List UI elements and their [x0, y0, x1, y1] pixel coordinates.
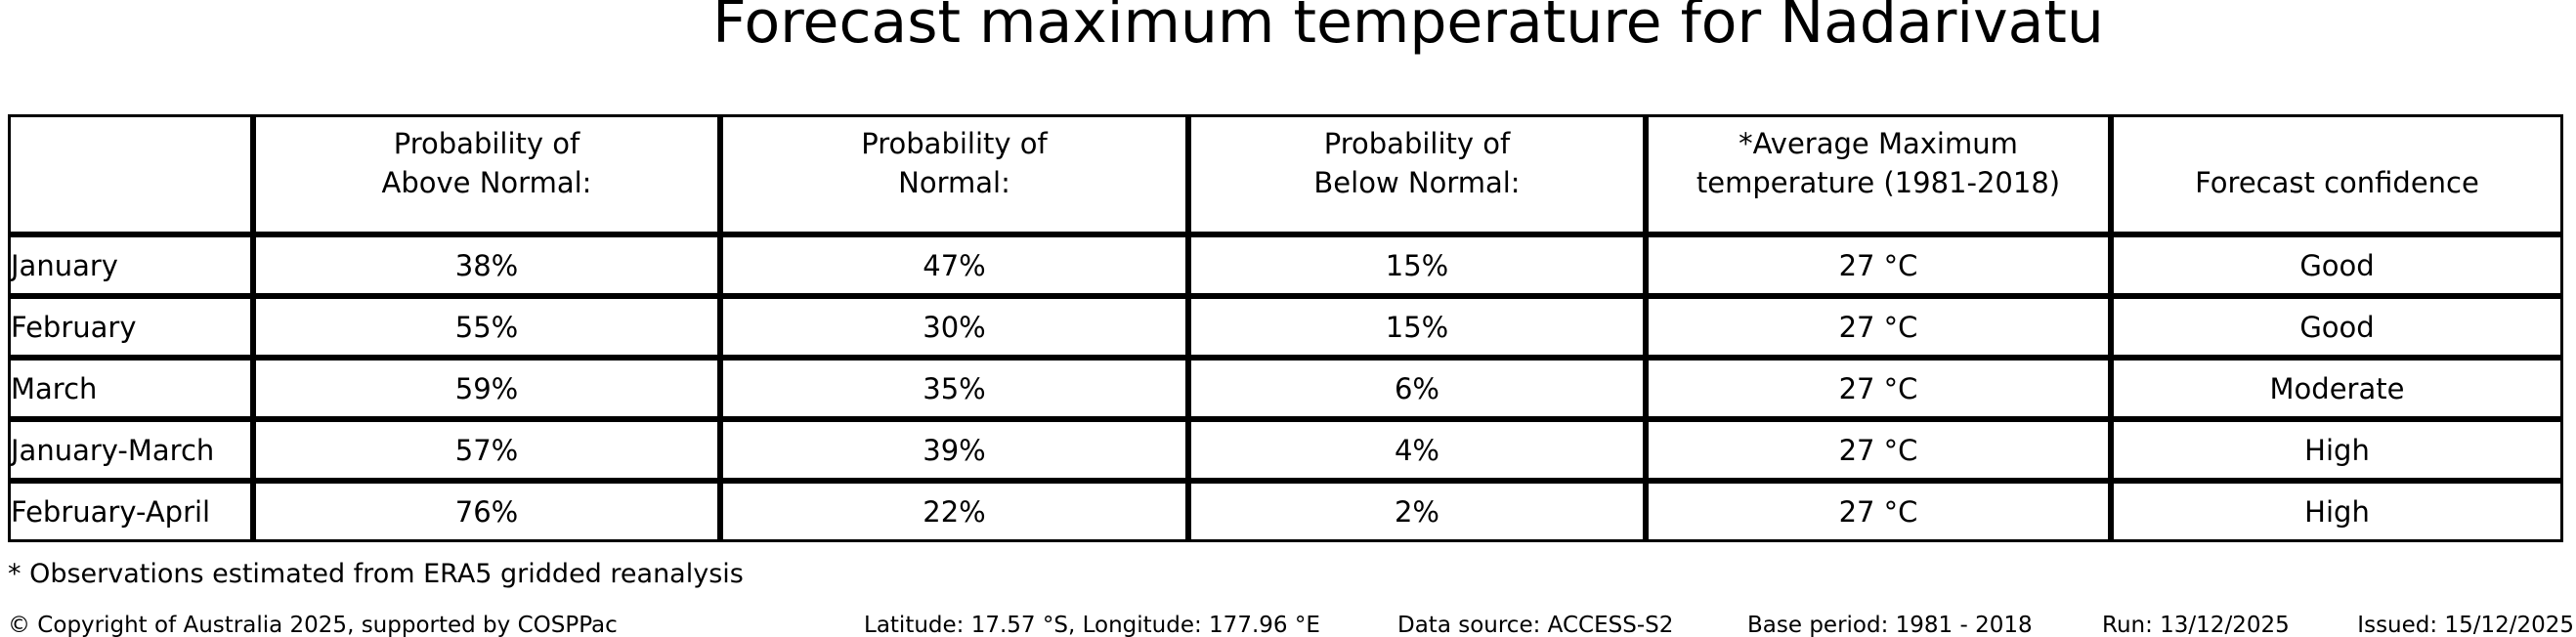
- cell-normal: 39%: [720, 419, 1188, 481]
- base-period-text: Base period: 1981 - 2018: [1747, 613, 2033, 637]
- cell-confidence: Moderate: [2111, 358, 2563, 419]
- row-label: February: [8, 296, 253, 358]
- cell-below-normal: 4%: [1188, 419, 1646, 481]
- cell-normal: 30%: [720, 296, 1188, 358]
- cell-average-temperature: 27 °C: [1646, 296, 2111, 358]
- col-header-label: Forecast confidence: [2195, 166, 2479, 199]
- cell-average-temperature: 27 °C: [1646, 419, 2111, 481]
- cell-confidence: High: [2111, 419, 2563, 481]
- cell-above-normal: 57%: [253, 419, 720, 481]
- header-row: Probability of Above Normal: Probability…: [8, 114, 2563, 234]
- footnote: * Observations estimated from ERA5 gridd…: [8, 559, 744, 589]
- col-header-label: Probability of Normal:: [861, 127, 1048, 199]
- col-header-below-normal: Probability of Below Normal:: [1188, 114, 1646, 234]
- row-label: January-March: [8, 419, 253, 481]
- col-header-label: Probability of Below Normal:: [1313, 127, 1521, 199]
- cell-normal: 22%: [720, 481, 1188, 542]
- cell-normal: 47%: [720, 234, 1188, 296]
- location-text: Latitude: 17.57 °S, Longitude: 177.96 °E: [864, 613, 1320, 637]
- cell-below-normal: 15%: [1188, 234, 1646, 296]
- cell-confidence: Good: [2111, 234, 2563, 296]
- cell-above-normal: 38%: [253, 234, 720, 296]
- page-title: Forecast maximum temperature for Nadariv…: [712, 0, 2104, 57]
- corner-cell: [8, 114, 253, 234]
- cell-below-normal: 15%: [1188, 296, 1646, 358]
- col-header-normal: Probability of Normal:: [720, 114, 1188, 234]
- col-header-above-normal: Probability of Above Normal:: [253, 114, 720, 234]
- table-row-february-april: February-April 76% 22% 2% 27 °C High: [8, 481, 2563, 542]
- cell-confidence: Good: [2111, 296, 2563, 358]
- issued-date-text: Issued: 15/12/2025: [2357, 613, 2574, 637]
- run-date-text: Run: 13/12/2025: [2102, 613, 2290, 637]
- forecast-table: Probability of Above Normal: Probability…: [8, 114, 2563, 542]
- cell-normal: 35%: [720, 358, 1188, 419]
- cell-average-temperature: 27 °C: [1646, 358, 2111, 419]
- cell-above-normal: 76%: [253, 481, 720, 542]
- col-header-label: *Average Maximum temperature (1981-2018): [1696, 127, 2061, 199]
- cell-below-normal: 2%: [1188, 481, 1646, 542]
- col-header-average-max-temperature: *Average Maximum temperature (1981-2018): [1646, 114, 2111, 234]
- cell-confidence: High: [2111, 481, 2563, 542]
- table-row-january-march: January-March 57% 39% 4% 27 °C High: [8, 419, 2563, 481]
- row-label: March: [8, 358, 253, 419]
- cell-average-temperature: 27 °C: [1646, 481, 2111, 542]
- col-header-label: Probability of Above Normal:: [381, 127, 592, 199]
- col-header-forecast-confidence: Forecast confidence: [2111, 114, 2563, 234]
- cell-below-normal: 6%: [1188, 358, 1646, 419]
- data-source-text: Data source: ACCESS-S2: [1397, 613, 1674, 637]
- cell-above-normal: 55%: [253, 296, 720, 358]
- table-row-march: March 59% 35% 6% 27 °C Moderate: [8, 358, 2563, 419]
- table-row-february: February 55% 30% 15% 27 °C Good: [8, 296, 2563, 358]
- cell-average-temperature: 27 °C: [1646, 234, 2111, 296]
- row-label: January: [8, 234, 253, 296]
- cell-above-normal: 59%: [253, 358, 720, 419]
- table-row-january: January 38% 47% 15% 27 °C Good: [8, 234, 2563, 296]
- row-label: February-April: [8, 481, 253, 542]
- copyright-text: © Copyright of Australia 2025, supported…: [8, 613, 618, 637]
